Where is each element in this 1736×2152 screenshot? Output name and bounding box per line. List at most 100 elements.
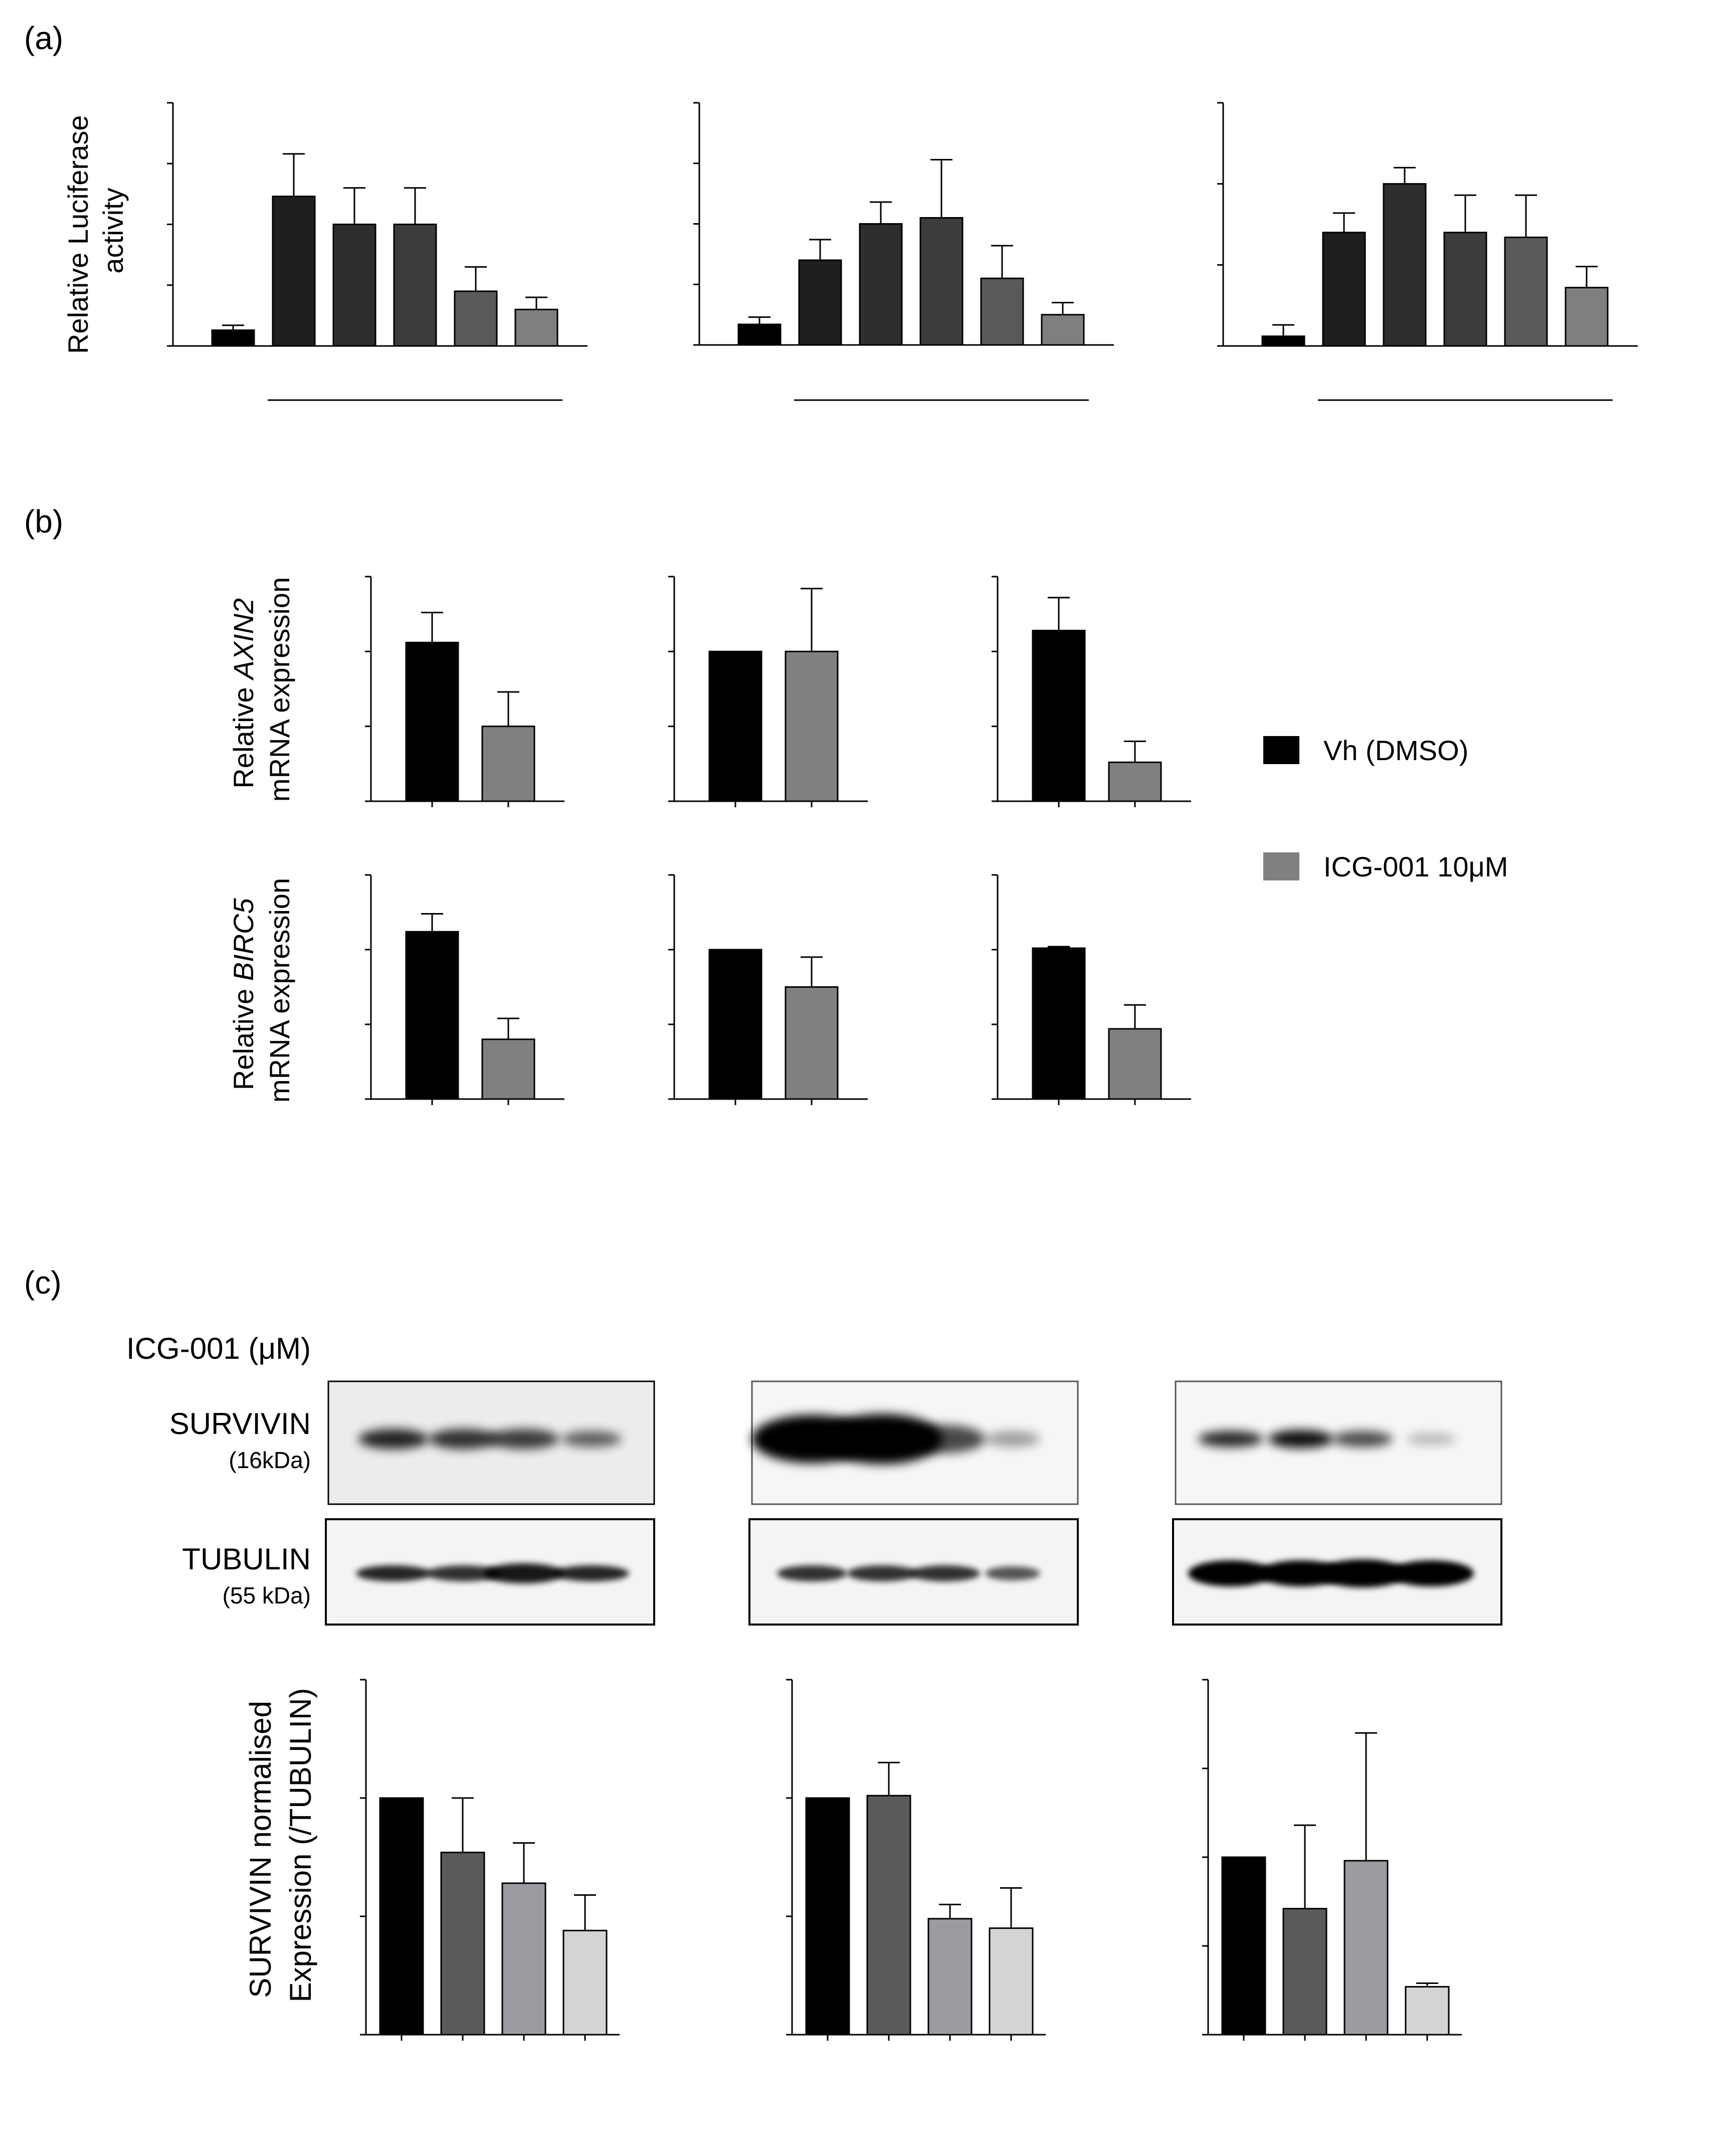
chart-4 [668,576,868,807]
bar [211,329,255,347]
blot-band [822,1414,942,1464]
chart-1 [693,102,1114,401]
panel-a-ylabel-line2: activity [97,188,129,273]
chart-9 [360,1679,620,2041]
bar [737,323,782,346]
chart-3 [365,576,564,807]
bar [501,1882,546,2036]
birc5-ylabel-line2: mRNA expression [264,878,295,1103]
panel-a-label: (a) [24,20,63,56]
blot-band [429,1429,499,1449]
bar [393,224,437,347]
bar [405,641,459,802]
bar [866,1795,911,2036]
blot-tubulin-image [1172,1518,1502,1626]
protein-survivin-size: (16kDa) [229,1447,311,1473]
bar [1443,232,1487,347]
blot-band [1268,1430,1333,1448]
bar [514,308,558,347]
bar [1282,1908,1327,2036]
blot-band [554,1565,629,1581]
blot-survivin-image [327,1380,655,1505]
blot-survivin-image [751,1380,1079,1505]
bar [1343,1860,1389,2036]
chart-8 [992,874,1191,1105]
bar [1322,232,1366,347]
panel-a-ylabel-line1: Relative Luciferase [62,115,94,354]
blot-band [358,1429,429,1449]
chart-0 [167,102,588,401]
panel-b-label: (b) [24,503,63,540]
protein-tubulin-name: TUBULIN [182,1542,311,1576]
legend-swatch-icg [1263,852,1299,880]
bar [980,277,1024,346]
panel-c-ylabel-line1: SURVIVIN normalised [244,1701,277,1998]
blot-header: ICG-001 (μM) [126,1332,311,1365]
blot-tubulin-image [748,1518,1079,1626]
legend: Vh (DMSO) ICG-001 10μM [1263,735,1508,882]
axin2-ylabel-line2: mRNA expression [264,577,295,802]
legend-swatch-vh [1263,736,1299,764]
blot-band [1317,1559,1408,1587]
panel-c-label: (c) [24,1265,62,1301]
blot-band [356,1565,431,1581]
protein-survivin-name: SURVIVIN [169,1407,311,1441]
bar [1383,183,1427,347]
blot-band [985,1431,1040,1447]
axin2-ylabel-prefix: Relative [228,679,259,789]
blot-band [905,1425,985,1453]
blot-tubulin-image [325,1518,655,1626]
blot-column-0 [325,1380,655,1626]
bar [405,931,459,1100]
blot-band [1188,1560,1273,1586]
bar [1108,1028,1162,1100]
protein-survivin-label: SURVIVIN (16kDa) [169,1407,311,1473]
blot-band [484,1563,564,1583]
bar [272,196,316,347]
bar [859,223,903,346]
panel-b-ylabel-birc5: Relative BIRC5 mRNA expression [228,878,295,1103]
bar [927,1918,973,2036]
blots-layer [325,1380,1502,1626]
bar [1405,1986,1450,2036]
bar [785,986,839,1100]
blot-band [489,1429,559,1449]
chart-2 [1217,102,1638,401]
panel-c-ylabel-line2: Expression (/TUBULIN) [284,1688,317,2003]
axin2-ylabel-gene: AXIN2 [228,598,259,681]
blot-band [1258,1560,1343,1586]
charts-layer [167,102,1638,2041]
bar [785,650,839,802]
bar [481,726,535,802]
legend-label-icg: ICG-001 10μM [1323,851,1508,882]
bar [481,1038,535,1100]
panel-a-ylabel: Relative Luciferase activity [62,107,129,354]
blot-band [985,1566,1040,1580]
bar [1032,947,1086,1100]
blot-band [847,1565,917,1581]
bar [332,224,376,347]
bar [562,1929,608,2036]
bar [1565,287,1609,347]
chart-7 [668,874,868,1105]
blot-band [561,1431,622,1447]
chart-11 [1202,1679,1462,2041]
bar [1041,314,1085,346]
chart-10 [786,1679,1046,2041]
bar [1504,236,1548,347]
bar [440,1852,485,2036]
blot-survivin-image [1175,1380,1502,1505]
bar [1221,1856,1266,2036]
blot-band [1406,1433,1456,1445]
bar [805,1797,850,2036]
bar [454,290,498,347]
bar [798,259,842,346]
bar [919,217,963,346]
bar [708,949,762,1100]
blot-band [1198,1431,1263,1447]
bar [708,650,762,802]
blot-column-2 [1172,1380,1502,1626]
blot-band [426,1565,501,1581]
legend-label-vh: Vh (DMSO) [1323,735,1468,766]
